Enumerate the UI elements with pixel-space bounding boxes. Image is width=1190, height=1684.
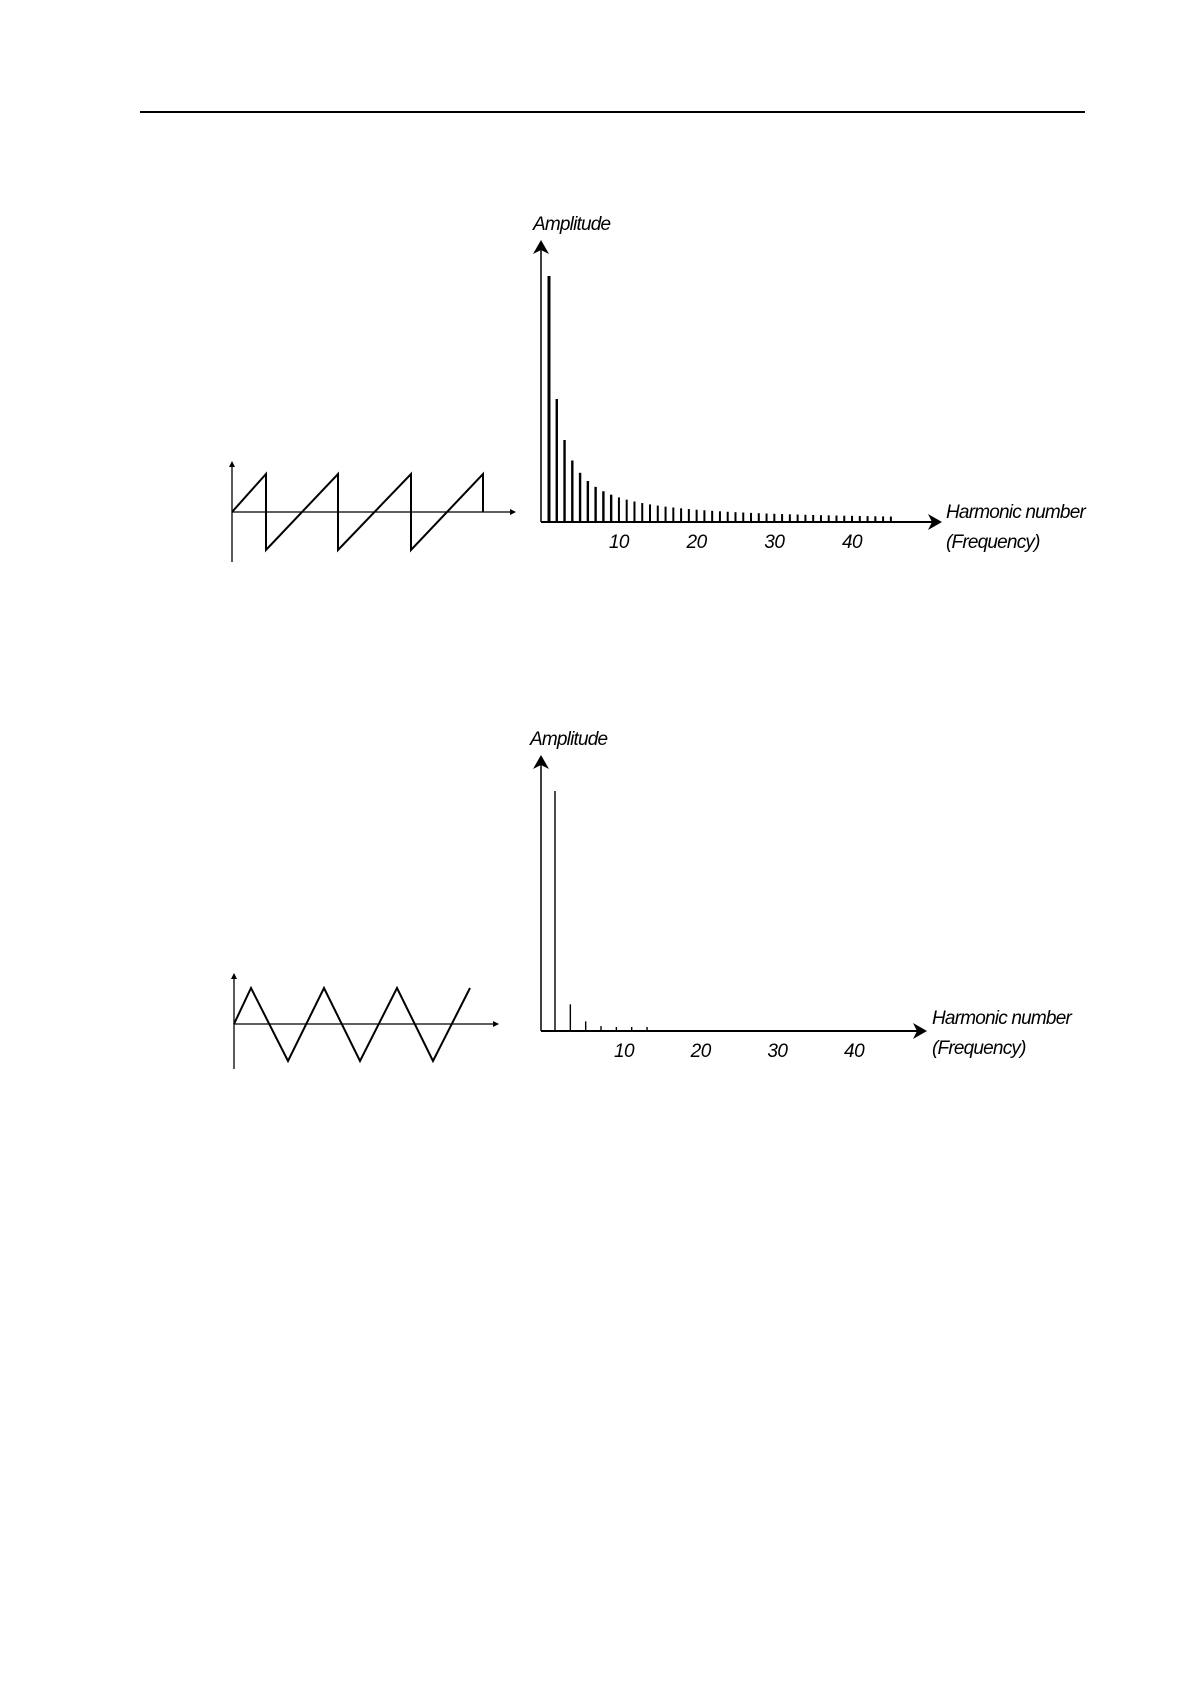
harmonic-bar-23	[718, 511, 721, 522]
harmonic-bar-34	[804, 514, 807, 522]
harmonic-bar-11	[631, 1027, 633, 1031]
harmonic-bar-28	[757, 513, 760, 522]
harmonic-bar-22	[711, 510, 714, 522]
harmonic-bar-42	[866, 516, 869, 522]
harmonic-bar-38	[835, 515, 838, 522]
harmonic-bar-40	[851, 515, 854, 522]
harmonic-bar-25	[734, 512, 737, 522]
harmonic-bar-6	[586, 481, 590, 522]
harmonic-bar-31	[781, 514, 784, 522]
harmonic-bar-37	[827, 515, 830, 522]
x-tick-label: 40	[844, 1041, 865, 1062]
harmonic-bar-3	[563, 440, 566, 522]
harmonic-bar-33	[796, 514, 799, 522]
harmonic-bar-15	[656, 505, 659, 522]
x-axis-label: Harmonic number	[932, 1008, 1072, 1029]
harmonic-bar-10	[617, 497, 620, 522]
x-axis-sublabel: (Frequency)	[946, 532, 1040, 553]
harmonic-bar-21	[703, 510, 706, 522]
x-tick-label: 30	[767, 1041, 788, 1062]
x-tick-label: 20	[690, 1041, 712, 1062]
harmonic-bar-13	[641, 503, 644, 522]
harmonic-bar-41	[858, 516, 861, 522]
harmonic-bar-1	[554, 791, 556, 1031]
harmonic-bar-35	[812, 514, 815, 522]
x-tick-label: 40	[842, 532, 863, 553]
harmonic-bar-3	[569, 1004, 572, 1031]
triangle-waveform	[231, 973, 499, 1069]
harmonic-bar-36	[819, 515, 822, 522]
sawtooth-spectrum: Amplitude Harmonic number (Frequency) 10…	[532, 214, 1087, 553]
x-axis-label: Harmonic number	[946, 502, 1086, 523]
x-tick-label: 30	[764, 532, 785, 553]
harmonic-bar-43	[874, 516, 877, 522]
x-axis-sublabel: (Frequency)	[932, 1038, 1026, 1059]
harmonic-bar-17	[672, 507, 675, 522]
harmonic-bar-5	[584, 1021, 587, 1031]
harmonic-bar-8	[602, 491, 605, 522]
harmonic-bar-1	[547, 276, 551, 522]
harmonic-bar-13	[646, 1027, 648, 1031]
harmonic-bar-30	[773, 513, 776, 522]
harmonic-bar-7	[600, 1026, 602, 1031]
harmonic-bar-14	[649, 504, 652, 522]
harmonic-bar-5	[578, 472, 582, 522]
sawtooth-waveform	[229, 461, 516, 562]
saw-wave-line	[231, 471, 484, 553]
harmonic-bar-26	[742, 512, 745, 522]
harmonic-bar-9	[615, 1027, 618, 1031]
x-tick-label: 20	[686, 532, 708, 553]
triangle-spectrum: Amplitude Harmonic number (Frequency) 10…	[529, 729, 1073, 1062]
harmonic-bar-39	[843, 515, 846, 522]
harmonic-bar-16	[664, 506, 667, 522]
harmonic-bar-44	[882, 516, 885, 522]
harmonic-bar-18	[680, 508, 683, 522]
harmonic-bar-32	[788, 514, 791, 522]
x-tick-label: 10	[609, 532, 630, 553]
harmonic-bar-24	[726, 511, 729, 522]
harmonic-bar-2	[555, 399, 558, 522]
harmonic-bar-45	[889, 516, 892, 522]
harmonic-bar-7	[594, 486, 597, 522]
harmonic-bar-27	[750, 512, 753, 522]
harmonic-bar-9	[609, 494, 613, 522]
harmonic-bar-29	[765, 513, 768, 522]
harmonic-bar-12	[633, 501, 636, 522]
y-axis-label: Amplitude	[529, 729, 608, 750]
tri-wave-line	[233, 985, 471, 1064]
harmonic-bar-11	[625, 499, 628, 522]
harmonic-bar-20	[695, 509, 698, 522]
harmonic-bar-4	[571, 460, 574, 522]
y-axis-label: Amplitude	[532, 214, 611, 235]
x-tick-label: 10	[614, 1041, 635, 1062]
harmonic-bar-19	[687, 509, 690, 522]
